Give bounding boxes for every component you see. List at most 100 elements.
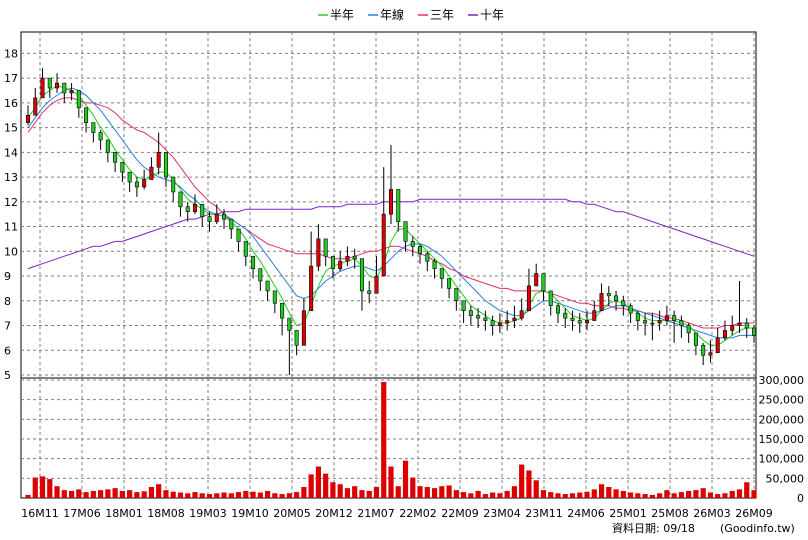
candle-body-86 — [650, 322, 655, 325]
volume-bar-48 — [373, 486, 380, 498]
volume-bar-62 — [475, 490, 481, 498]
candle-body-30 — [243, 241, 248, 257]
volume-bar-55 — [424, 486, 430, 498]
candle-body-71 — [541, 273, 546, 292]
x-tick-label-10: 22M09 — [441, 507, 479, 520]
candle-body-27 — [222, 213, 227, 220]
candle-body-17 — [149, 166, 154, 180]
volume-bar-26 — [214, 493, 220, 498]
candle-body-12 — [113, 152, 118, 163]
volume-bar-61 — [468, 493, 474, 498]
data-date-label: 資料日期: 09/18 — [612, 521, 695, 535]
candle-body-62 — [476, 315, 481, 319]
candle-body-94 — [708, 352, 713, 356]
volume-bar-87 — [657, 493, 663, 498]
candle-body-8 — [84, 107, 89, 123]
price-tick-label-10: 8 — [4, 295, 11, 308]
volume-bar-15 — [134, 492, 140, 498]
volume-bar-44 — [344, 488, 351, 498]
volume-bar-33 — [264, 490, 271, 498]
volume-bar-10 — [98, 490, 104, 498]
volume-bar-41 — [323, 473, 329, 498]
volume-bar-28 — [228, 493, 234, 498]
volume-bar-80 — [606, 486, 612, 498]
candle-body-46 — [359, 258, 364, 292]
volume-bar-88 — [664, 490, 670, 498]
candle-body-68 — [519, 310, 524, 319]
x-tick-label-2: 18M01 — [105, 507, 143, 520]
volume-bar-97 — [729, 490, 735, 498]
volume-bar-63 — [482, 494, 488, 498]
volume-bar-81 — [613, 489, 619, 498]
volume-bar-92 — [693, 490, 699, 498]
volume-bar-16 — [141, 491, 147, 498]
candle-body-29 — [236, 228, 241, 242]
candle-body-72 — [548, 290, 553, 307]
candle-body-53 — [410, 241, 415, 247]
volume-bar-42 — [330, 482, 336, 498]
x-tick-label-8: 21M07 — [357, 507, 395, 520]
candle-body-64 — [490, 320, 495, 326]
volume-bar-89 — [671, 493, 677, 498]
candle-body-25 — [207, 216, 212, 222]
candle-body-52 — [403, 221, 408, 242]
volume-bar-7 — [76, 489, 82, 498]
volume-bar-8 — [83, 492, 89, 498]
volume-bar-46 — [359, 490, 365, 498]
x-axis: 16M11 17M06 18M01 18M08 19M03 19M10 20M05 20M12… — [21, 507, 773, 520]
legend-label-1: 年線 — [380, 7, 404, 22]
volume-bar-3 — [47, 479, 53, 498]
price-tick-label-4: 14 — [4, 146, 18, 159]
volume-bar-23 — [192, 492, 198, 498]
volume-bar-94 — [707, 492, 714, 498]
candle-body-44 — [345, 255, 350, 262]
candle-body-78 — [592, 310, 597, 321]
x-tick-label-13: 24M06 — [567, 507, 605, 520]
price-tick-label-6: 12 — [4, 196, 18, 209]
volume-bar-76 — [577, 492, 583, 498]
x-tick-label-4: 19M03 — [189, 507, 227, 520]
candle-body-43 — [338, 260, 343, 269]
volume-bar-73 — [555, 493, 561, 498]
volume-bar-59 — [453, 490, 459, 498]
price-tick-label-0: 18 — [4, 47, 18, 60]
price-tick-label-11: 7 — [4, 320, 11, 333]
line-ma-half — [27, 84, 754, 346]
volume-bar-32 — [257, 492, 263, 498]
volume-bar-18 — [156, 484, 162, 498]
candle-body-99 — [744, 322, 749, 329]
volume-bar-19 — [163, 490, 169, 498]
candle-body-6 — [69, 90, 74, 94]
volume-tick-label-6: 0 — [797, 492, 804, 505]
volume-bar-64 — [490, 492, 496, 498]
x-tick-label-12: 23M11 — [525, 507, 563, 520]
volume-bar-82 — [620, 490, 626, 498]
candle-body-15 — [134, 181, 139, 188]
volume-bar-13 — [119, 490, 125, 498]
candle-body-83 — [628, 305, 633, 314]
volume-bar-11 — [105, 489, 111, 498]
volume-bar-66 — [504, 490, 510, 498]
candle-body-82 — [621, 300, 626, 307]
candle-body-59 — [454, 288, 459, 302]
volume-bar-79 — [598, 484, 605, 498]
price-tick-label-1: 17 — [4, 72, 18, 85]
source-label: (Goodinfo.tw) — [720, 522, 795, 535]
candle-body-90 — [679, 320, 684, 326]
candle-body-21 — [178, 191, 183, 208]
candle-body-93 — [701, 345, 706, 356]
volume-bar-58 — [446, 485, 452, 498]
volume-tick-label-1: 250,000 — [759, 394, 805, 407]
x-tick-label-11: 23M04 — [483, 507, 521, 520]
price-y-axis: 18 17 16 15 14 13 12 11 10 9 8 7 6 5 — [4, 47, 18, 382]
volume-bar-39 — [308, 474, 314, 498]
volume-bar-78 — [591, 489, 597, 498]
candle-body-36 — [287, 317, 292, 331]
x-tick-label-17: 26M09 — [735, 507, 773, 520]
volume-bar-53 — [410, 477, 416, 498]
candle-body-49 — [381, 213, 386, 277]
volume-bars — [25, 381, 757, 498]
price-tick-label-7: 11 — [4, 221, 18, 234]
candle-body-33 — [265, 280, 270, 292]
candle-body-63 — [483, 317, 488, 321]
